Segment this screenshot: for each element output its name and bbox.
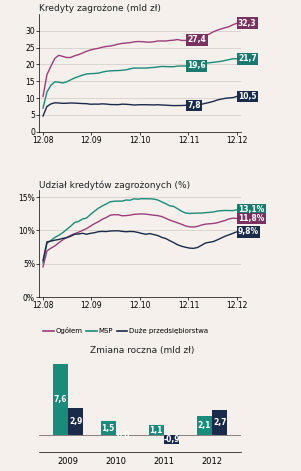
Legend: Ogółem, MSP, Duże przedsiębiorstwa: Ogółem, MSP, Duże przedsiębiorstwa bbox=[41, 324, 211, 337]
Text: 0,0: 0,0 bbox=[117, 431, 130, 440]
Text: 32,3: 32,3 bbox=[238, 19, 256, 28]
Text: 1,1: 1,1 bbox=[150, 426, 163, 435]
Bar bbox=[149, 425, 164, 435]
Bar bbox=[197, 416, 212, 435]
Text: 2,7: 2,7 bbox=[213, 418, 226, 427]
Text: 13,1%: 13,1% bbox=[238, 205, 264, 214]
Text: 1,5: 1,5 bbox=[102, 424, 115, 433]
Bar bbox=[68, 408, 83, 435]
Text: 21,7: 21,7 bbox=[238, 54, 257, 63]
Text: Kredyty zagrożone (mld zł): Kredyty zagrożone (mld zł) bbox=[39, 4, 161, 13]
Text: 7,6: 7,6 bbox=[54, 395, 67, 405]
Text: 27,4: 27,4 bbox=[188, 35, 206, 44]
Text: 9,8%: 9,8% bbox=[238, 227, 259, 236]
Bar bbox=[164, 435, 179, 444]
Text: Zmiana roczna (mld zł): Zmiana roczna (mld zł) bbox=[90, 346, 194, 355]
Text: 2,9: 2,9 bbox=[69, 417, 82, 426]
Text: 7,8: 7,8 bbox=[188, 101, 201, 110]
Text: 19,6: 19,6 bbox=[188, 61, 206, 70]
Bar bbox=[101, 422, 116, 435]
Text: 11,8%: 11,8% bbox=[238, 214, 264, 223]
Bar bbox=[212, 410, 227, 435]
Text: 2,1: 2,1 bbox=[198, 421, 211, 430]
Text: -0,9: -0,9 bbox=[163, 435, 180, 444]
Text: Udział kredytów zagrożonych (%): Udział kredytów zagrożonych (%) bbox=[39, 180, 190, 190]
Text: 10,5: 10,5 bbox=[238, 92, 256, 101]
Bar bbox=[53, 365, 68, 435]
